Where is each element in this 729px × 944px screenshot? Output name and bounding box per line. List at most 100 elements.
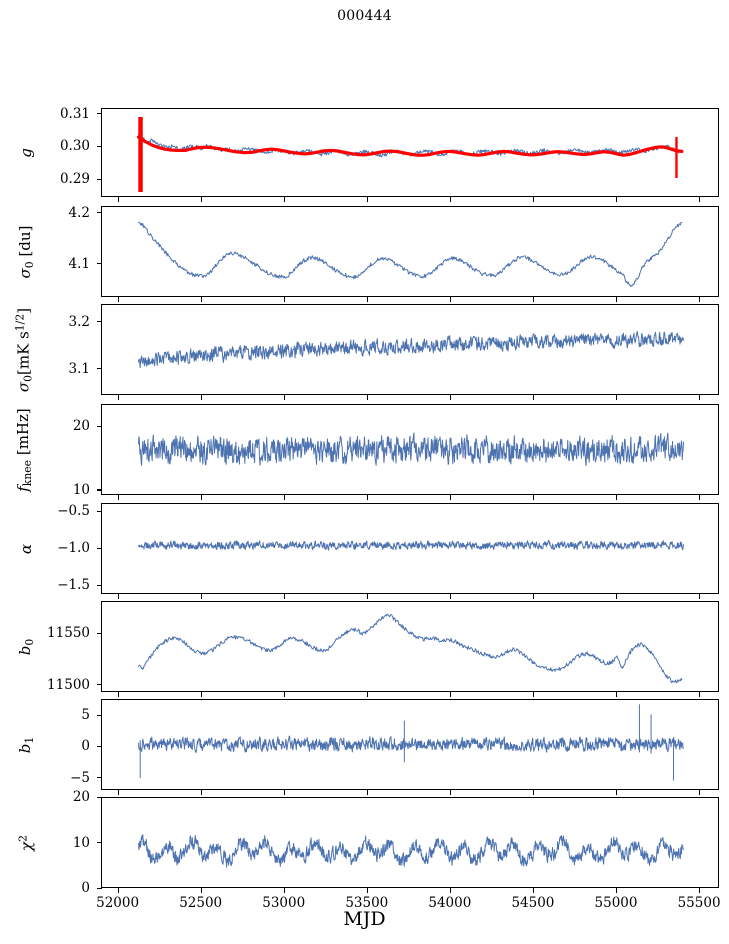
ytick-mark [97,714,102,716]
xtick-mark [117,495,119,500]
xtick-mark [532,395,535,400]
ytick-mark [97,145,102,148]
ytick-label: 20 [72,418,90,435]
xtick-label: 53000 [262,895,306,911]
xtick-mark [532,692,535,697]
ytick-mark [97,887,102,889]
xtick-mark [200,395,202,400]
xtick-mark [616,594,618,599]
xtick-mark [283,197,285,202]
xtick-label: 55000 [594,895,638,911]
ytick-mark [97,777,102,779]
xtick-mark [616,197,618,202]
ytick-mark [97,178,102,180]
xtick-mark [532,594,535,599]
xtick-mark [117,594,119,599]
xtick-mark [616,395,618,400]
xtick-mark [117,692,119,697]
xtick-mark [366,297,368,302]
xtick-mark [200,297,202,302]
xtick-mark [200,888,202,893]
gain-smoothed-fit [139,137,682,155]
ytick-label: 4.2 [68,204,90,221]
panel-alpha [101,503,719,594]
xtick-label: 54000 [428,895,472,911]
chi2-samples [139,835,684,867]
ytick-mark [97,842,102,844]
ytick-mark [97,547,102,549]
sigma0-mk-samples [139,331,684,367]
panel-gain [101,108,719,197]
xtick-mark [449,790,451,795]
xtick-mark [283,395,285,400]
page-title: 000444 [337,8,392,24]
ytick-mark [97,212,102,214]
xtick-label: 54500 [511,895,555,911]
ytick-label: 20 [72,789,90,805]
xtick-mark [283,692,285,697]
xtick-mark [117,197,119,202]
xtick-mark [449,692,451,697]
xtick-mark [532,197,535,202]
xtick-mark [449,495,451,500]
panel-chi2 [101,797,719,888]
xtick-mark [699,495,701,500]
ytick-mark [97,489,102,491]
panel-sigma0-mk [101,304,719,395]
xtick-mark [616,692,618,697]
xtick-label: 53500 [345,895,389,911]
ytick-label: 10 [72,834,90,851]
xtick-mark [616,297,618,302]
xtick-mark [532,888,535,893]
xtick-mark [449,594,451,599]
xtick-label: 55500 [677,895,721,911]
ytick-label: 0.30 [59,138,90,155]
xaxis-label: MJD [343,908,386,930]
ytick-label: 10 [72,481,90,498]
ytick-mark [97,263,102,265]
xtick-mark [283,594,285,599]
xtick-mark [200,495,202,500]
xtick-mark [449,888,451,893]
ytick-label: 4.1 [68,255,90,272]
xtick-mark [616,790,618,795]
b0-samples [139,614,682,683]
ytick-label: −0.5 [57,503,90,520]
ytick-mark [97,368,102,370]
ytick-label: −5 [70,769,90,786]
ytick-label: 0 [81,880,90,896]
ytick-label: 0 [81,738,90,755]
xtick-mark [283,495,285,500]
ytick-label: 0.31 [59,105,90,122]
ytick-mark [97,321,102,323]
ytick-label: 11500 [47,676,90,693]
ytick-label: 0.29 [59,171,90,188]
xtick-mark [366,888,368,893]
xtick-mark [532,790,535,795]
panel-b0 [101,601,719,692]
xtick-mark [616,495,618,500]
xtick-mark [449,395,451,400]
ytick-mark [97,796,102,798]
xtick-mark [366,594,368,599]
xtick-mark [449,197,451,202]
ytick-mark [97,745,102,747]
xtick-mark [200,197,202,202]
xtick-mark [699,790,701,795]
sigma0-samples [139,222,682,286]
xtick-mark [699,197,701,202]
panel-f-knee [101,404,719,495]
xtick-mark [449,297,451,302]
ytick-label: 3.1 [68,360,90,377]
xtick-mark [532,495,535,500]
xtick-mark [283,888,285,893]
ytick-mark [97,425,102,427]
xtick-mark [283,790,285,795]
xtick-mark [699,297,701,302]
ytick-mark [97,632,102,634]
xtick-mark [117,395,119,400]
xtick-mark [200,790,202,795]
ytick-label: −1.0 [57,540,90,557]
xtick-mark [699,692,701,697]
ytick-label: 3.2 [68,313,90,330]
